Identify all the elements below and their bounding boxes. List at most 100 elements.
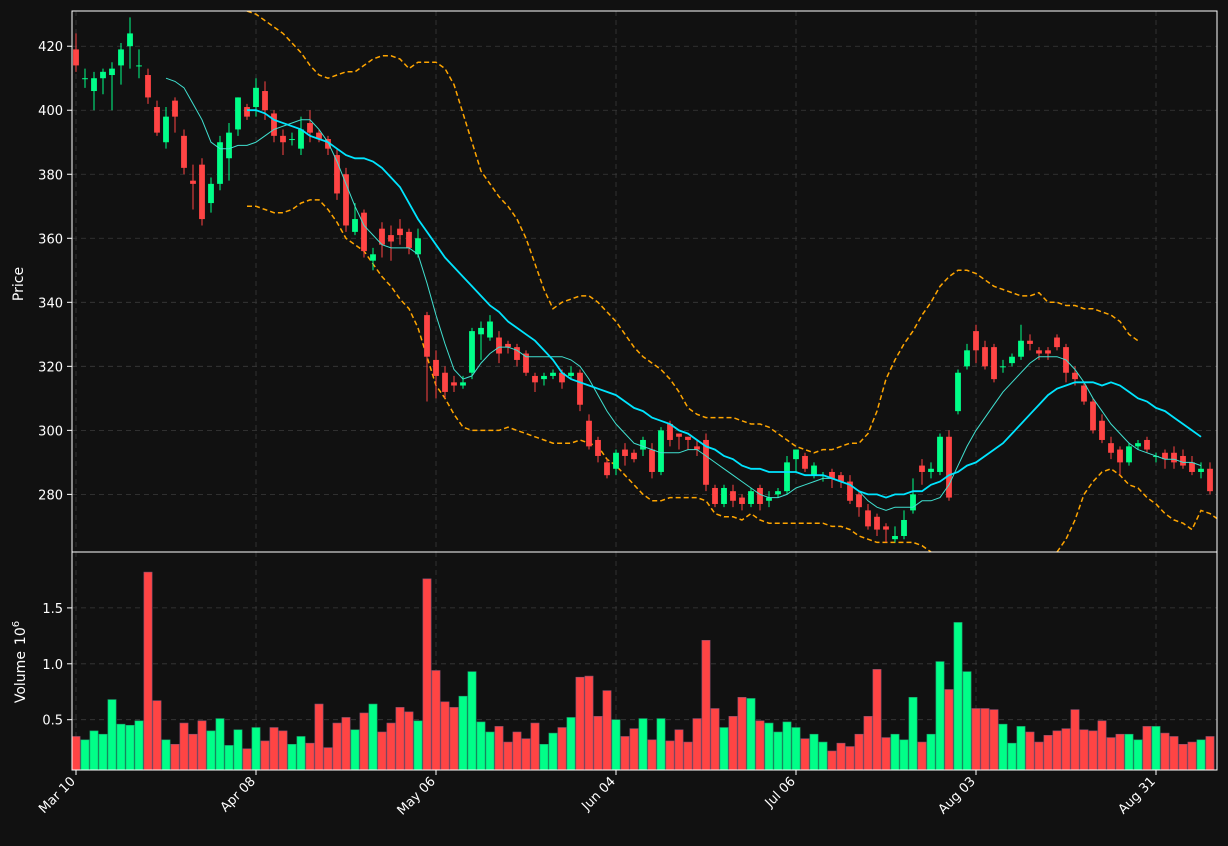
volume-bar [215, 718, 225, 771]
candle-body [208, 183, 214, 204]
volume-bar [269, 727, 279, 771]
volume-bar [71, 736, 81, 771]
candle-body [1207, 468, 1213, 492]
volume-bar [530, 722, 540, 771]
candle-body [1009, 356, 1015, 364]
candle-body [586, 420, 592, 447]
candle-body [757, 487, 763, 504]
volume-bars [71, 571, 1215, 771]
volume-bar [917, 741, 927, 771]
volume-bar [1196, 739, 1206, 771]
candle-body [811, 465, 817, 476]
volume-bar [296, 736, 306, 771]
candle-body [802, 455, 808, 469]
volume-bar [998, 723, 1008, 771]
price-tick-label: 280 [38, 488, 63, 503]
volume-bar [1205, 736, 1215, 771]
volume-bar [449, 707, 459, 771]
volume-bar [458, 695, 468, 771]
volume-bar [926, 733, 936, 771]
candle-body [793, 449, 799, 460]
candle-body [721, 487, 727, 504]
candle-body [424, 315, 430, 357]
volume-bar [971, 708, 981, 771]
volume-bar [809, 733, 819, 771]
volume-bar [485, 731, 495, 771]
volume-bar [1178, 743, 1188, 771]
volume-bar [503, 741, 513, 771]
candle-body [397, 228, 403, 236]
volume-tick-label: 1.5 [42, 602, 63, 617]
candle-body [910, 494, 916, 511]
volume-bar [746, 698, 756, 771]
candle-body [847, 481, 853, 501]
volume-bar [413, 720, 423, 771]
candle-body [172, 100, 178, 117]
volume-bar [611, 719, 621, 771]
volume-bar [278, 730, 288, 771]
candle-body [334, 155, 340, 194]
candle-body [514, 347, 520, 360]
volume-bar [1007, 742, 1017, 771]
price-tick-label: 400 [38, 104, 63, 119]
volume-bar [350, 729, 360, 771]
volume-bar [737, 697, 747, 771]
candle-body [865, 510, 871, 527]
volume-bar [854, 733, 864, 771]
candle-body [568, 372, 574, 376]
volume-bar [314, 703, 324, 771]
candle-body [1171, 452, 1177, 463]
volume-bar [206, 730, 216, 771]
candle-body [784, 462, 790, 492]
volume-bar [674, 729, 684, 771]
candle-body [739, 497, 745, 504]
volume-bar [80, 739, 90, 771]
candle-body [388, 235, 394, 242]
candle-body [1144, 439, 1150, 450]
volume-bar [521, 738, 531, 771]
band-upper-line [246, 11, 1139, 454]
candle-body [127, 33, 133, 47]
volume-bar [1088, 730, 1098, 771]
volume-bar [233, 729, 243, 771]
volume-bar [845, 746, 855, 771]
volume-bar [494, 726, 504, 771]
volume-bar [242, 748, 252, 771]
price-grid [72, 11, 1217, 552]
volume-bar [467, 671, 477, 771]
volume-bar [620, 736, 630, 771]
candle-body [1000, 366, 1006, 368]
candle-body [1198, 468, 1204, 472]
candle-body [1072, 372, 1078, 380]
price-tick-label: 420 [38, 40, 63, 55]
volume-bar [251, 727, 261, 771]
volume-bar [773, 731, 783, 771]
candle-body [289, 139, 295, 141]
candle-body [1135, 443, 1141, 447]
candle-body [703, 439, 709, 485]
candle-body [496, 337, 502, 354]
candle-body [928, 468, 934, 472]
candle-body [181, 135, 187, 168]
volume-bar [881, 737, 891, 771]
volume-bar [899, 739, 909, 771]
candle-body [631, 452, 637, 460]
candle-body [1180, 455, 1186, 466]
volume-bar [197, 720, 207, 771]
volume-bar [1070, 709, 1080, 771]
candle-body [280, 135, 286, 143]
volume-bar [638, 718, 648, 771]
candle-body [316, 132, 322, 140]
band-lower-late-line [1056, 467, 1217, 552]
volume-bar [512, 731, 522, 771]
candle-body [613, 452, 619, 469]
candle-body [118, 49, 124, 66]
candle-body [775, 491, 781, 495]
volume-bar [170, 743, 180, 771]
volume-bar [557, 727, 567, 771]
volume-bar [665, 740, 675, 771]
candle-body [100, 71, 106, 79]
candle-body [370, 254, 376, 261]
ma-slow-line [247, 109, 1202, 499]
volume-ticks: 0.5 1.0 1.5 [42, 602, 72, 729]
